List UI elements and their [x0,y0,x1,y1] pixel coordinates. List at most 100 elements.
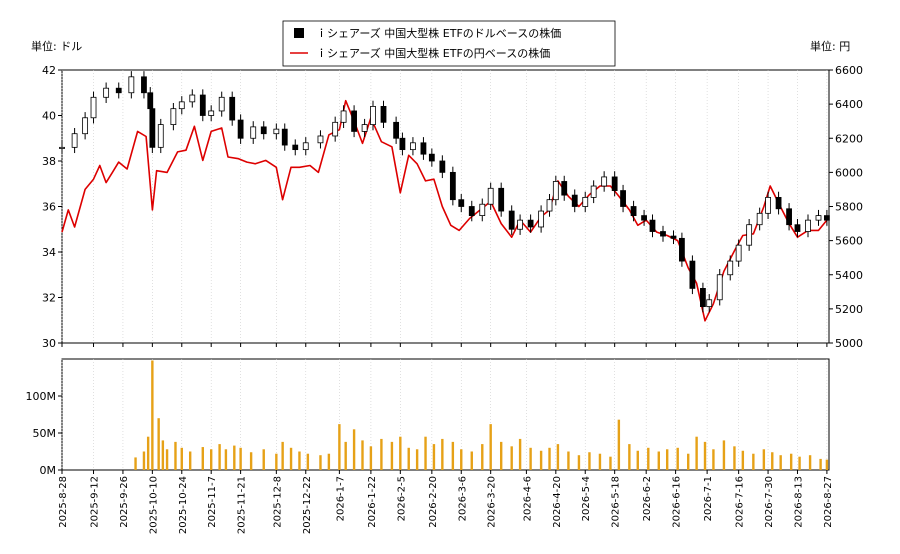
dollar-candle [370,100,376,131]
dollar-candle [679,232,685,267]
volume-bar [548,447,551,470]
dollar-candle [361,118,368,138]
candle-body [546,199,553,212]
dollar-candle [649,214,656,238]
left-axis: 30 32 34 36 38 40 42 [42,64,62,350]
dollar-candle [765,191,771,220]
volume-bar [510,446,513,470]
dollar-candle [340,105,347,129]
dollar-candle [273,123,280,140]
x-tick-label: 2026-2-5 [396,476,407,521]
candle-body [527,219,534,228]
x-tick-label: 2026-2-20 [428,476,439,528]
volume-bar [174,441,177,470]
volume-bar [188,451,192,470]
volume-bar [239,447,242,470]
legend: ｉシェアーズ 中国大型株 ETFのドルベースの株価 ｉシェアーズ 中国大型株 E… [282,20,616,67]
candle-body [479,203,486,217]
candle-body [170,108,177,126]
volume-bar [281,441,284,470]
dollar-candle [727,255,734,281]
candle-body [59,146,65,149]
volume-bar [687,453,690,470]
grid-layer [61,70,828,470]
volume-bar [617,419,621,470]
dollar-candle [302,137,309,156]
candle-body [746,224,753,246]
candle-body [393,121,400,139]
left-unit-label: 単位: ドル [31,39,82,53]
dollar-candle [428,148,435,167]
volume-bar [556,444,560,470]
x-tick-label: 2026-7-1 [703,476,714,521]
x-tick-label: 2026-6-16 [672,476,683,528]
volume-bar [647,447,650,470]
volume-bar [352,429,356,470]
dollar-candle [351,105,357,138]
dollar-candle [611,171,618,197]
candle-body [178,101,185,110]
volume-bar [733,446,736,470]
dollar-candle [292,139,299,156]
volume-bar [665,449,669,470]
candle-body [208,110,215,116]
dollar-candle [229,91,236,126]
volume-bar [819,458,822,470]
volume-bar [798,456,801,470]
x-tick-label: 2026-8-27 [823,476,834,528]
x-tick-label: 2026-3-20 [487,476,498,528]
left-tick-label: 32 [42,292,56,305]
dollar-candle [59,141,65,154]
legend-label-dollar: ｉシェアーズ 中国大型株 ETFのドルベースの株価 [316,26,561,40]
volume-bar [789,453,793,470]
candle-body [361,124,368,132]
candle-body [428,153,435,162]
volume-bar [808,455,812,470]
volume-bar [151,360,154,470]
volume-bar [165,449,169,470]
x-tick-label: 2026-7-30 [764,476,775,528]
right-tick-label: 6000 [835,166,863,179]
dollar-candle [630,200,637,222]
volume-bar [306,453,310,470]
dollar-candle [420,137,427,160]
dollar-candle [250,121,257,144]
dollar-candle [199,89,206,122]
x-tick-label: 2025-12-22 [302,476,313,534]
volume-tick-label: 0M [40,464,57,477]
volume-bar [142,451,146,470]
volume-bar [588,452,591,470]
candle-body [601,176,608,187]
candle-body [823,215,830,221]
volume-bar [499,441,503,470]
volume-tick-label: 50M [33,427,57,440]
candle-body [199,94,206,116]
volume-bar [415,449,419,470]
volume-bar [703,441,707,470]
x-tick-label: 2025-9-12 [90,476,101,528]
volume-bar [233,445,236,470]
volume-bar [224,449,228,470]
volume-bar [289,447,293,470]
candle-body [90,96,97,119]
candle-body [449,171,456,201]
dollar-candle [90,91,97,124]
dollar-candle [582,191,589,213]
x-tick-label: 2026-6-2 [642,476,653,521]
volume-axis: 0M 50M 100M [26,390,62,477]
x-tick-label: 2026-8-13 [793,476,804,528]
candle-body [805,219,811,232]
dollar-candle [716,269,723,306]
volume-panel-frame [61,358,830,471]
left-tick-label: 42 [42,64,56,77]
right-axis: 5000 5200 5400 5600 5800 6000 6200 6400 6600 [829,64,863,350]
candle-body [317,135,324,144]
volume-bar [657,451,660,470]
volume-tick-label: 100M [26,390,57,403]
dollar-candle [561,175,568,201]
volume-bar [146,436,150,470]
candle-body [498,187,505,212]
volume-bar [752,453,755,470]
